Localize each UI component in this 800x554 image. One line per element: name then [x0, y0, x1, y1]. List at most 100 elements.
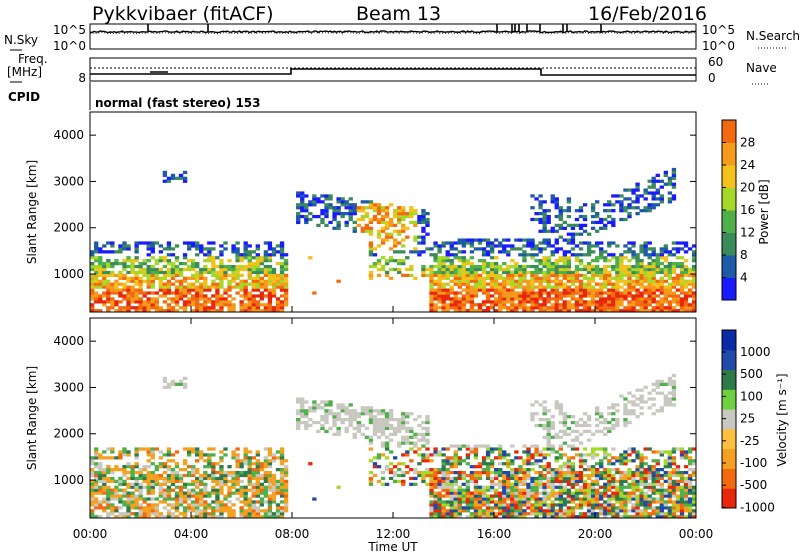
heatmap-cell — [623, 473, 628, 478]
heatmap-cell — [449, 264, 454, 269]
heatmap-cell — [590, 432, 596, 436]
heatmap-cell — [195, 497, 200, 501]
heatmap-cell — [259, 468, 265, 472]
heatmap-cell — [615, 479, 620, 483]
heatmap-cell — [106, 309, 111, 313]
heatmap-cell — [546, 429, 551, 433]
heatmap-cell — [215, 285, 220, 289]
heatmap-cell — [457, 506, 462, 510]
heatmap-cell — [300, 200, 305, 204]
heatmap-cell — [639, 291, 644, 295]
heatmap-cell — [558, 503, 563, 507]
heatmap-cell — [441, 264, 446, 269]
heatmap-cell — [481, 303, 487, 307]
heatmap-cell — [679, 282, 685, 286]
heatmap-cell — [126, 276, 131, 280]
heatmap-cell — [582, 482, 588, 486]
heatmap-cell — [239, 509, 244, 513]
heatmap-cell — [401, 426, 406, 431]
heatmap-cell — [421, 453, 426, 457]
heatmap-cell — [578, 512, 584, 516]
heatmap-cell — [186, 491, 192, 495]
heatmap-cell — [619, 459, 624, 463]
heatmap-cell — [607, 468, 612, 472]
heatmap-cell — [203, 303, 208, 307]
heatmap-cell — [615, 276, 620, 280]
heatmap-cell — [158, 465, 164, 469]
heatmap-cell — [372, 206, 378, 210]
heatmap-cell — [489, 282, 495, 286]
heatmap-cell — [388, 432, 394, 436]
heatmap-cell — [304, 426, 309, 431]
heatmap-cell — [271, 253, 277, 257]
heatmap-cell — [558, 297, 563, 301]
heatmap-cell — [445, 309, 450, 313]
heatmap-cell — [413, 470, 418, 475]
heatmap-cell — [150, 250, 155, 254]
heatmap-cell — [465, 279, 471, 283]
heatmap-cell — [118, 291, 123, 295]
heatmap-cell — [279, 453, 285, 457]
heatmap-cell — [627, 476, 632, 481]
heatmap-cell — [550, 512, 555, 516]
heatmap-cell — [166, 382, 172, 386]
heatmap-cell — [247, 267, 252, 272]
heatmap-cell — [433, 244, 438, 248]
heatmap-cell — [376, 212, 382, 216]
heatmap-cell — [433, 259, 438, 263]
heatmap-cell — [639, 279, 644, 283]
heatmap-cell — [595, 462, 600, 466]
heatmap-cell — [522, 473, 527, 478]
heatmap-cell — [186, 288, 192, 292]
heatmap-cell — [643, 273, 648, 277]
heatmap-cell — [586, 491, 592, 495]
heatmap-cell — [110, 479, 115, 483]
heatmap-cell — [558, 209, 563, 213]
heatmap-cell — [671, 388, 677, 392]
heatmap-cell — [388, 217, 394, 222]
heatmap-cell — [623, 270, 628, 275]
heatmap-cell — [643, 400, 648, 404]
heatmap-cell — [671, 285, 677, 289]
heatmap-cell — [667, 303, 673, 307]
heatmap-cell — [158, 267, 164, 272]
heatmap-cell — [106, 297, 111, 301]
heatmap-cell — [94, 497, 99, 501]
heatmap-cell — [227, 473, 232, 478]
heatmap-cell — [231, 303, 236, 307]
heatmap-cell — [138, 482, 143, 486]
heatmap-cell — [659, 379, 664, 383]
heatmap-cell — [611, 203, 616, 207]
heatmap-cell — [267, 447, 273, 451]
heatmap-cell — [489, 509, 495, 513]
heatmap-cell — [469, 273, 475, 277]
heatmap-cell — [481, 285, 487, 289]
heatmap-cell — [380, 214, 386, 219]
heatmap-cell — [526, 470, 531, 475]
heatmap-cell — [110, 506, 115, 510]
heatmap-cell — [631, 476, 636, 481]
heatmap-cell — [615, 500, 620, 504]
heatmap-cell — [211, 247, 216, 251]
heatmap-cell — [126, 450, 131, 454]
heatmap-cell — [683, 241, 689, 245]
heatmap-cell — [449, 306, 454, 310]
heatmap-cell — [631, 491, 636, 495]
heatmap-cell — [595, 282, 600, 286]
heatmap-cell — [526, 482, 531, 486]
heatmap-cell — [530, 282, 535, 286]
heatmap-cell — [146, 270, 151, 275]
heatmap-cell — [477, 241, 483, 245]
heatmap-cell — [599, 282, 604, 286]
heatmap-cell — [518, 468, 523, 472]
heatmap-cell — [106, 250, 111, 254]
heatmap-cell — [150, 276, 155, 280]
heatmap-cell — [603, 432, 608, 436]
heatmap-cell — [679, 256, 685, 260]
heatmap-cell — [94, 503, 99, 507]
heatmap-cell — [562, 285, 568, 289]
heatmap-cell — [619, 264, 624, 269]
heatmap-cell — [429, 500, 434, 504]
heatmap-cell — [429, 264, 434, 269]
heatmap-cell — [643, 288, 648, 292]
